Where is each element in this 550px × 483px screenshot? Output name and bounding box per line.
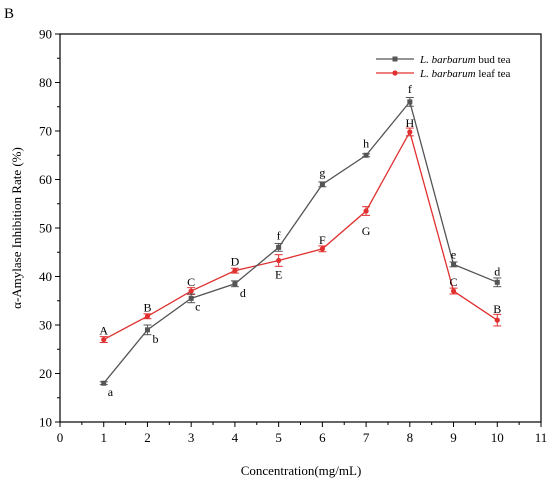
y-axis-title: α-Amylase Inhibition Rate (%) (9, 147, 24, 309)
x-tick-label: 6 (319, 430, 326, 445)
data-point (494, 279, 500, 285)
data-point (101, 380, 107, 386)
series-leaf-tea (99, 127, 502, 343)
y-tick-label: 70 (39, 124, 52, 139)
significance-label: a (108, 385, 114, 399)
x-tick-label: 3 (188, 430, 195, 445)
y-tick-label: 60 (39, 172, 52, 187)
x-tick-label: 1 (100, 430, 107, 445)
data-point (232, 268, 238, 274)
data-point (144, 327, 150, 333)
data-point (144, 313, 151, 319)
legend-label: L. barbarum bud tea (419, 54, 511, 66)
x-tick-label: 11 (535, 430, 548, 445)
y-tick-label: 10 (39, 415, 52, 430)
x-tick-label: 4 (232, 430, 239, 445)
data-point (188, 295, 194, 301)
significance-label: G (362, 224, 371, 238)
x-tick-label: 7 (363, 430, 370, 445)
significance-label: h (363, 136, 369, 150)
series-line-bud-tea (103, 100, 498, 384)
data-point (363, 152, 369, 158)
data-point (363, 208, 369, 214)
significance-label: B (493, 302, 501, 316)
x-tick-label: 9 (450, 430, 457, 445)
legend-item-leaf-tea: L. barbarum leaf tea (376, 68, 511, 80)
significance-label: D (231, 255, 240, 269)
series-bud-tea (99, 97, 502, 386)
y-tick-label: 40 (39, 269, 52, 284)
y-tick-label: 80 (39, 75, 52, 90)
significance-label: g (319, 165, 325, 179)
legend: L. barbarum bud tea L. barbarum leaf tea (376, 54, 511, 80)
data-point (407, 129, 413, 135)
significance-label: c (195, 299, 200, 313)
x-tick-label: 10 (491, 430, 504, 445)
data-point (407, 99, 413, 105)
x-tick-label: 2 (144, 430, 151, 445)
data-point (276, 257, 282, 264)
significance-label: f (277, 228, 281, 242)
significance-label: e (451, 247, 456, 261)
x-axis-title: Concentration(mg/mL) (241, 463, 362, 478)
data-point (319, 181, 325, 187)
data-point (319, 246, 325, 252)
panel-label: B (4, 6, 14, 22)
plot-area: 0 1 2 3 4 5 6 7 8 9 10 11 10 20 30 40 50 60 70 80 90 a b c d f g h f… (39, 27, 547, 446)
significance-label: d (494, 264, 500, 278)
x-tick-label: 8 (407, 430, 414, 445)
significance-label: C (187, 275, 195, 289)
significance-label: B (143, 300, 151, 314)
y-tick-label: 50 (39, 221, 52, 236)
significance-label: b (152, 332, 158, 346)
y-tick-label: 90 (39, 27, 52, 42)
significance-label: E (275, 267, 282, 281)
significance-label: H (405, 116, 414, 130)
data-point (101, 336, 107, 343)
x-tick-label: 5 (275, 430, 282, 445)
x-tick-label: 0 (57, 430, 64, 445)
legend-marker (392, 56, 398, 62)
significance-label: f (408, 82, 412, 96)
significance-label: d (240, 286, 246, 300)
plot-frame (59, 33, 542, 423)
significance-label: F (319, 233, 326, 247)
data-point (276, 244, 282, 250)
legend-item-bud-tea: L. barbarum bud tea (376, 54, 511, 66)
data-point (451, 261, 457, 267)
legend-label: L. barbarum leaf tea (419, 68, 511, 80)
y-tick-label: 20 (39, 366, 52, 381)
y-tick-label: 30 (39, 318, 52, 333)
data-point (450, 288, 457, 294)
legend-marker (392, 70, 398, 76)
data-point (494, 317, 500, 323)
data-point (188, 288, 194, 294)
significance-label: C (450, 275, 458, 289)
data-point (232, 281, 238, 287)
significance-label: A (99, 324, 108, 338)
series-line-leaf-tea (103, 130, 498, 341)
